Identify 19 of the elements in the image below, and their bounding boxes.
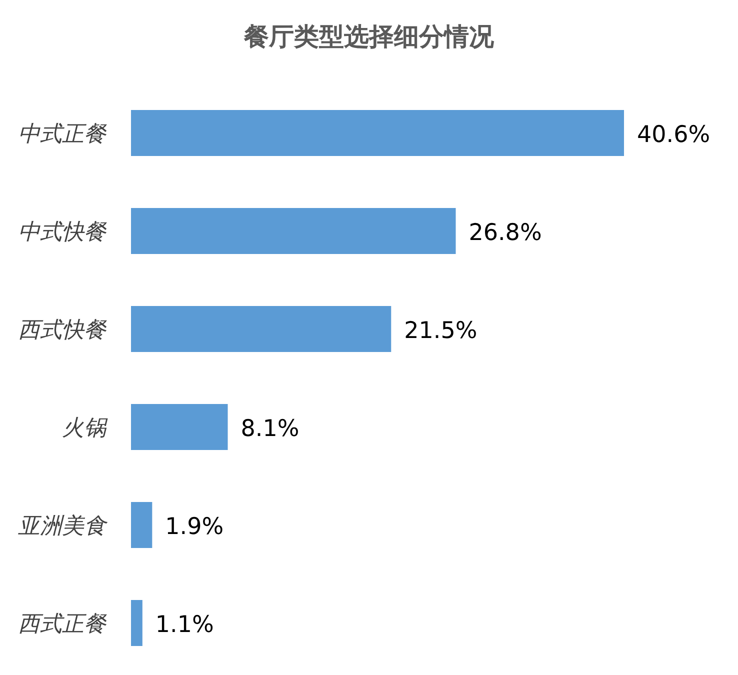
data-label: 26.8% bbox=[468, 220, 542, 246]
bar bbox=[129, 598, 144, 648]
data-label: 8.1% bbox=[240, 416, 300, 442]
bar bbox=[129, 206, 458, 256]
y-tick-label: 西式快餐 bbox=[18, 318, 107, 343]
y-tick-label: 亚洲美食 bbox=[18, 514, 108, 539]
y-tick-label: 火锅 bbox=[62, 416, 108, 441]
data-label: 1.9% bbox=[165, 514, 224, 540]
data-label: 40.6% bbox=[637, 122, 710, 148]
y-tick-label: 中式正餐 bbox=[18, 122, 107, 147]
chart-title: 餐厅类型选择细分情况 bbox=[243, 22, 495, 51]
y-tick-label: 西式正餐 bbox=[18, 612, 107, 637]
bar bbox=[129, 500, 154, 550]
bar bbox=[129, 402, 230, 452]
data-label: 1.1% bbox=[155, 612, 214, 638]
y-tick-label: 中式快餐 bbox=[18, 220, 107, 245]
bar bbox=[129, 304, 394, 354]
data-label: 21.5% bbox=[404, 318, 478, 344]
bar bbox=[129, 108, 626, 158]
